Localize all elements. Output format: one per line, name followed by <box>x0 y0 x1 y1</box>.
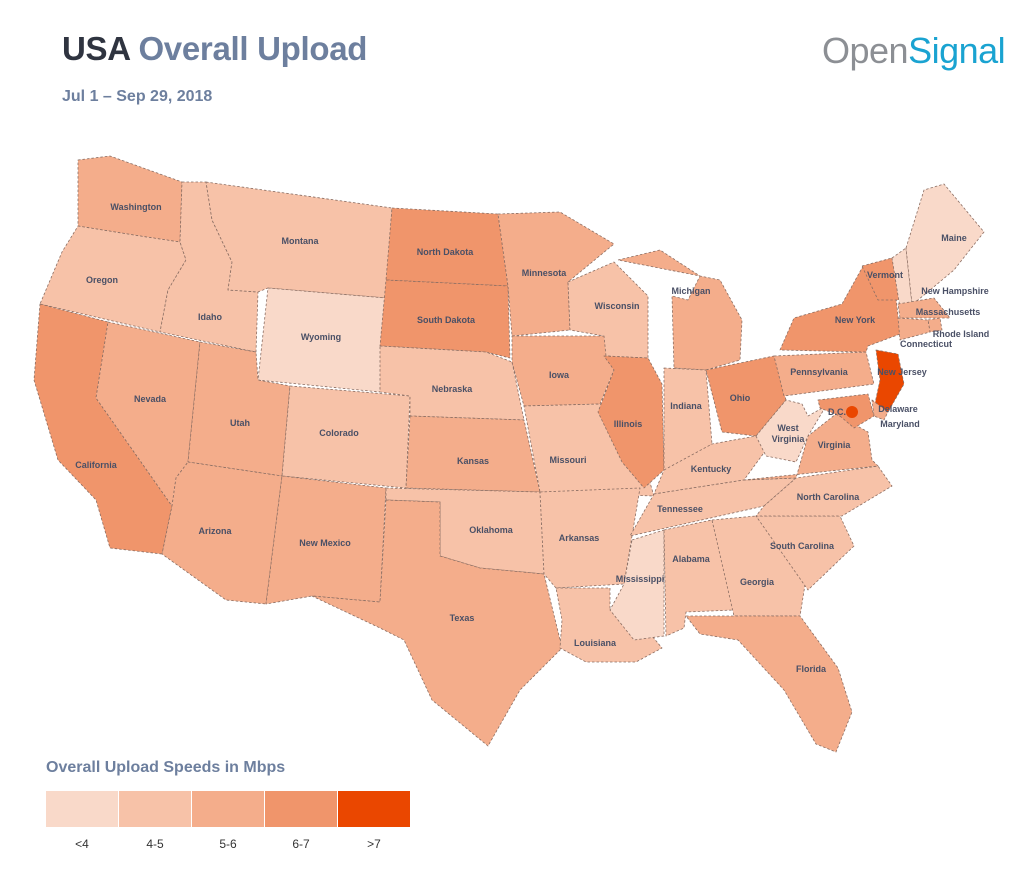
state-label-minnesota: Minnesota <box>522 268 567 278</box>
legend-swatch-5 <box>338 791 410 827</box>
legend-label-4: 6-7 <box>292 837 310 851</box>
state-label-new-mexico: New Mexico <box>299 538 351 548</box>
legend-label-2: 4-5 <box>146 837 164 851</box>
state-arizona <box>161 461 283 605</box>
state-label-dc: D.C. <box>828 407 846 417</box>
state-label-iowa: Iowa <box>549 370 570 380</box>
state-label-mississippi: Mississippi <box>616 574 665 584</box>
state-label-north-dakota: North Dakota <box>417 247 474 257</box>
state-label-kansas: Kansas <box>457 456 489 466</box>
state-label-wisconsin: Wisconsin <box>595 301 640 311</box>
state-label-massachusetts: Massachusetts <box>916 307 981 317</box>
state-label-washington: Washington <box>110 202 161 212</box>
state-georgia <box>711 515 809 617</box>
state-label-arizona: Arizona <box>198 526 232 536</box>
state-label-nebraska: Nebraska <box>432 384 474 394</box>
state-label-nevada: Nevada <box>134 394 167 404</box>
state-nebraska <box>379 345 525 421</box>
state-connecticut <box>897 317 931 341</box>
state-label-west-virginia: West Virginia <box>772 423 806 444</box>
state-label-texas: Texas <box>450 613 475 623</box>
state-label-vermont: Vermont <box>867 270 903 280</box>
legend-swatch-1 <box>46 791 118 827</box>
state-label-ohio: Ohio <box>730 393 751 403</box>
legend-swatch-3 <box>192 791 264 827</box>
state-south-dakota <box>379 279 511 359</box>
title-country: USA <box>62 30 130 67</box>
state-label-connecticut: Connecticut <box>900 339 952 349</box>
state-kansas <box>405 415 541 493</box>
state-label-maryland: Maryland <box>880 419 920 429</box>
legend-color-scale <box>46 791 411 827</box>
state-oregon <box>39 225 187 333</box>
opensignal-logo: OpenSignal <box>822 30 1006 71</box>
state-label-pennsylvania: Pennsylvania <box>790 367 849 377</box>
state-label-oregon: Oregon <box>86 275 118 285</box>
state-label-kentucky: Kentucky <box>691 464 732 474</box>
state-label-florida: Florida <box>796 664 827 674</box>
page-title: USA Overall Upload <box>62 30 367 68</box>
legend-swatch-2 <box>119 791 191 827</box>
state-label-south-carolina: South Carolina <box>770 541 835 551</box>
legend-title: Overall Upload Speeds in Mbps <box>46 759 286 776</box>
state-label-south-dakota: South Dakota <box>417 315 476 325</box>
state-label-virginia: Virginia <box>818 440 852 450</box>
state-label-idaho: Idaho <box>198 312 223 322</box>
state-label-oklahoma: Oklahoma <box>469 525 514 535</box>
state-label-north-carolina: North Carolina <box>797 492 860 502</box>
state-new-york <box>779 261 901 353</box>
legend-label-1: <4 <box>75 837 89 851</box>
state-label-alabama: Alabama <box>672 554 711 564</box>
state-pennsylvania <box>773 351 875 397</box>
state-label-georgia: Georgia <box>740 577 775 587</box>
state-label-california: California <box>75 460 118 470</box>
state-florida <box>685 615 853 753</box>
state-label-rhode-island: Rhode Island <box>933 329 990 339</box>
state-label-utah: Utah <box>230 418 250 428</box>
state-label-tennessee: Tennessee <box>657 504 703 514</box>
state-michigan <box>617 249 743 371</box>
state-label-new-york: New York <box>835 315 876 325</box>
state-delaware <box>871 399 889 421</box>
legend-swatch-4 <box>265 791 337 827</box>
state-label-arkansas: Arkansas <box>559 533 600 543</box>
state-north-dakota <box>385 207 509 287</box>
state-ohio <box>705 355 787 437</box>
state-maryland <box>817 393 875 429</box>
state-texas <box>311 499 563 747</box>
state-label-maine: Maine <box>941 233 967 243</box>
state-alabama <box>663 519 735 637</box>
state-label-wyoming: Wyoming <box>301 332 341 342</box>
state-massachusetts <box>897 297 951 319</box>
state-illinois <box>597 355 665 489</box>
title-metric: Overall Upload <box>138 30 368 67</box>
state-label-new-jersey: New Jersey <box>877 367 927 377</box>
state-label-indiana: Indiana <box>670 401 702 411</box>
state-label-new-hampshire: New Hampshire <box>921 286 989 296</box>
state-label-louisiana: Louisiana <box>574 638 617 648</box>
state-dc <box>846 406 858 418</box>
state-label-illinois: Illinois <box>614 419 643 429</box>
state-louisiana <box>555 587 663 663</box>
state-new-jersey <box>873 349 905 413</box>
state-label-delaware: Delaware <box>878 404 918 414</box>
legend-label-5: >7 <box>367 837 381 851</box>
state-arkansas <box>539 487 641 589</box>
state-west-virginia <box>755 399 827 463</box>
legend-label-3: 5-6 <box>219 837 237 851</box>
state-label-colorado: Colorado <box>319 428 359 438</box>
state-label-missouri: Missouri <box>549 455 586 465</box>
state-label-michigan: Michigan <box>671 286 710 296</box>
state-label-montana: Montana <box>282 236 320 246</box>
date-range-subtitle: Jul 1 – Sep 29, 2018 <box>62 88 213 105</box>
